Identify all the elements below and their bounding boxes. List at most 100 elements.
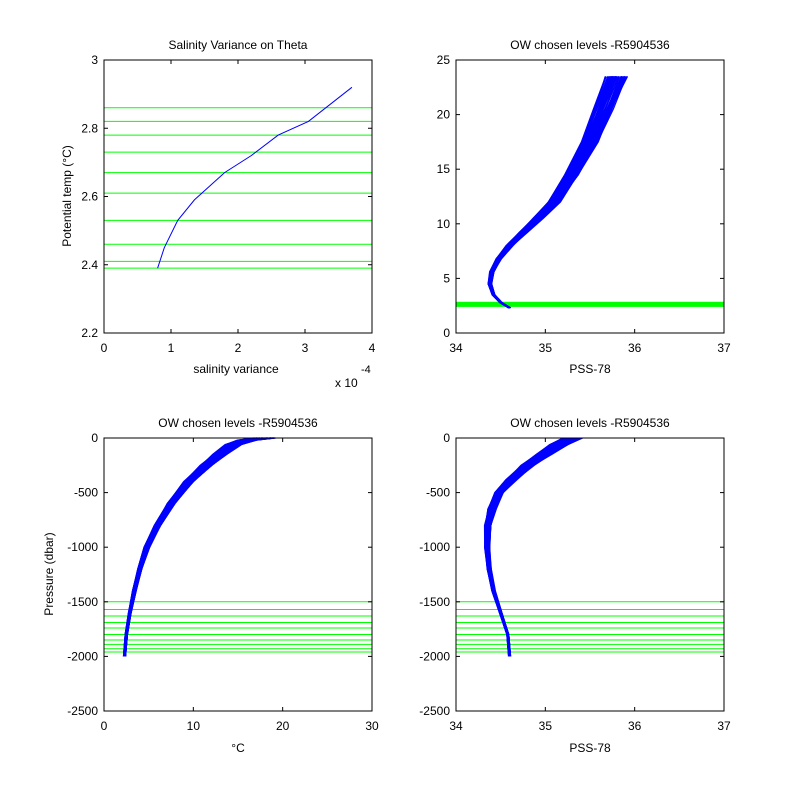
y-tick-label: 5 bbox=[443, 271, 450, 285]
profile-line bbox=[486, 437, 575, 657]
profile-line bbox=[486, 437, 571, 657]
profile-line bbox=[486, 437, 576, 657]
x-tick-label: 30 bbox=[365, 719, 379, 733]
panel-2-band bbox=[456, 301, 724, 307]
x-tick-label: 20 bbox=[276, 719, 290, 733]
y-tick-label: -2000 bbox=[419, 649, 450, 663]
x-tick-label: 34 bbox=[449, 341, 463, 355]
profile-line bbox=[486, 437, 577, 657]
y-tick-label: 0 bbox=[91, 431, 98, 445]
panel-1-axes-box bbox=[103, 59, 373, 334]
y-tick-label: -1000 bbox=[67, 540, 98, 554]
panel-2-xticks: 34 35 36 37 bbox=[449, 60, 731, 355]
panel-4-series bbox=[483, 437, 584, 657]
profile-line bbox=[487, 437, 579, 657]
panel-1-xticks: 0 1 2 3 4 bbox=[101, 60, 376, 355]
profile-line bbox=[488, 76, 611, 309]
profile-line bbox=[487, 76, 606, 309]
profile-line bbox=[488, 76, 609, 309]
profile-line bbox=[488, 76, 611, 309]
panel-3-ylabel: Pressure (dbar) bbox=[42, 532, 56, 615]
panel-1-exponent-power: -4 bbox=[361, 364, 371, 376]
profile-line bbox=[485, 437, 573, 657]
y-tick-label: 3 bbox=[91, 53, 98, 67]
profile-line bbox=[488, 76, 609, 309]
y-tick-label: -1000 bbox=[419, 540, 450, 554]
panel-4-yticks: 0 -500 -1000 -1500 -2000 -2500 bbox=[419, 431, 724, 718]
panel-1-ylabel: Potential temp (°C) bbox=[60, 145, 74, 247]
panel-theta-salinity: OW chosen levels -R5904536 34 35 36 37 0 5 10… bbox=[437, 38, 731, 376]
y-tick-label: 25 bbox=[437, 53, 451, 67]
panel-4-xlabel: PSS-78 bbox=[569, 741, 611, 755]
profile-line bbox=[488, 76, 617, 309]
profile-line bbox=[488, 437, 576, 657]
profile-line bbox=[487, 437, 579, 657]
y-tick-label: 0 bbox=[443, 431, 450, 445]
profile-line bbox=[488, 76, 617, 309]
x-tick-label: 36 bbox=[628, 719, 642, 733]
x-tick-label: 0 bbox=[101, 341, 108, 355]
profile-line bbox=[486, 437, 571, 657]
x-tick-label: 35 bbox=[539, 719, 553, 733]
panel-3-series bbox=[122, 437, 276, 657]
y-tick-label: 20 bbox=[437, 108, 451, 122]
panel-1-title: Salinity Variance on Theta bbox=[169, 38, 308, 52]
profile-line bbox=[124, 437, 271, 657]
profile-line bbox=[488, 437, 578, 657]
panel-3-title: OW chosen levels -R5904536 bbox=[158, 416, 318, 430]
panel-3-levels bbox=[104, 601, 372, 653]
panel-3-yticks: 0 -500 -1000 -1500 -2000 -2500 bbox=[67, 431, 372, 718]
x-tick-label: 34 bbox=[449, 719, 463, 733]
y-tick-label: -1500 bbox=[67, 595, 98, 609]
panel-2-series bbox=[487, 76, 629, 309]
profile-line bbox=[487, 437, 576, 657]
panel-1-exponent-base: x 10 bbox=[335, 376, 358, 390]
panel-1-yticks: 2.2 2.4 2.6 2.8 3 bbox=[81, 53, 372, 340]
panel-2-xlabel: PSS-78 bbox=[569, 362, 611, 376]
profile-line bbox=[487, 76, 607, 309]
panel-1-levels bbox=[104, 107, 372, 269]
x-tick-label: 0 bbox=[101, 719, 108, 733]
y-tick-label: 15 bbox=[437, 162, 451, 176]
profile-line bbox=[485, 437, 571, 657]
profile-line bbox=[487, 437, 575, 657]
profile-line bbox=[487, 437, 573, 657]
panel-temperature-pressure: OW chosen levels -R5904536 0 10 20 30 0 -500… bbox=[42, 416, 379, 755]
y-tick-label: -2500 bbox=[419, 704, 450, 718]
profile-line bbox=[485, 437, 571, 657]
profile-line bbox=[488, 437, 579, 657]
profile-line bbox=[486, 437, 571, 657]
y-tick-label: 2.6 bbox=[81, 190, 98, 204]
x-tick-label: 1 bbox=[168, 341, 175, 355]
x-tick-label: 37 bbox=[717, 341, 731, 355]
profile-line bbox=[122, 437, 254, 657]
y-tick-label: -2000 bbox=[67, 649, 98, 663]
profile-line bbox=[489, 76, 617, 309]
profile-line bbox=[486, 437, 575, 657]
profile-line bbox=[487, 437, 578, 657]
profile-line bbox=[488, 437, 579, 657]
x-tick-label: 3 bbox=[302, 341, 309, 355]
profile-line bbox=[486, 437, 571, 657]
x-tick-label: 2 bbox=[235, 341, 242, 355]
variance-curve bbox=[157, 86, 353, 269]
profile-line bbox=[486, 437, 578, 657]
x-tick-label: 36 bbox=[628, 341, 642, 355]
profile-line bbox=[487, 437, 576, 657]
profile-line bbox=[487, 76, 607, 309]
profile-line bbox=[488, 76, 609, 309]
x-tick-label: 4 bbox=[369, 341, 376, 355]
chosen-levels-band bbox=[456, 301, 724, 307]
panel-4-title: OW chosen levels -R5904536 bbox=[510, 416, 670, 430]
panel-3-axes-box bbox=[103, 437, 373, 712]
panel-4-axes-box bbox=[455, 437, 725, 712]
profile-line bbox=[487, 76, 607, 309]
profile-line bbox=[487, 437, 576, 657]
profile-line bbox=[488, 437, 577, 657]
panel-3-xticks: 0 10 20 30 bbox=[101, 438, 379, 733]
x-tick-label: 10 bbox=[187, 719, 201, 733]
y-tick-label: 0 bbox=[443, 326, 450, 340]
profile-line bbox=[486, 437, 572, 657]
profile-line bbox=[485, 437, 570, 657]
panel-4-levels bbox=[456, 601, 724, 653]
